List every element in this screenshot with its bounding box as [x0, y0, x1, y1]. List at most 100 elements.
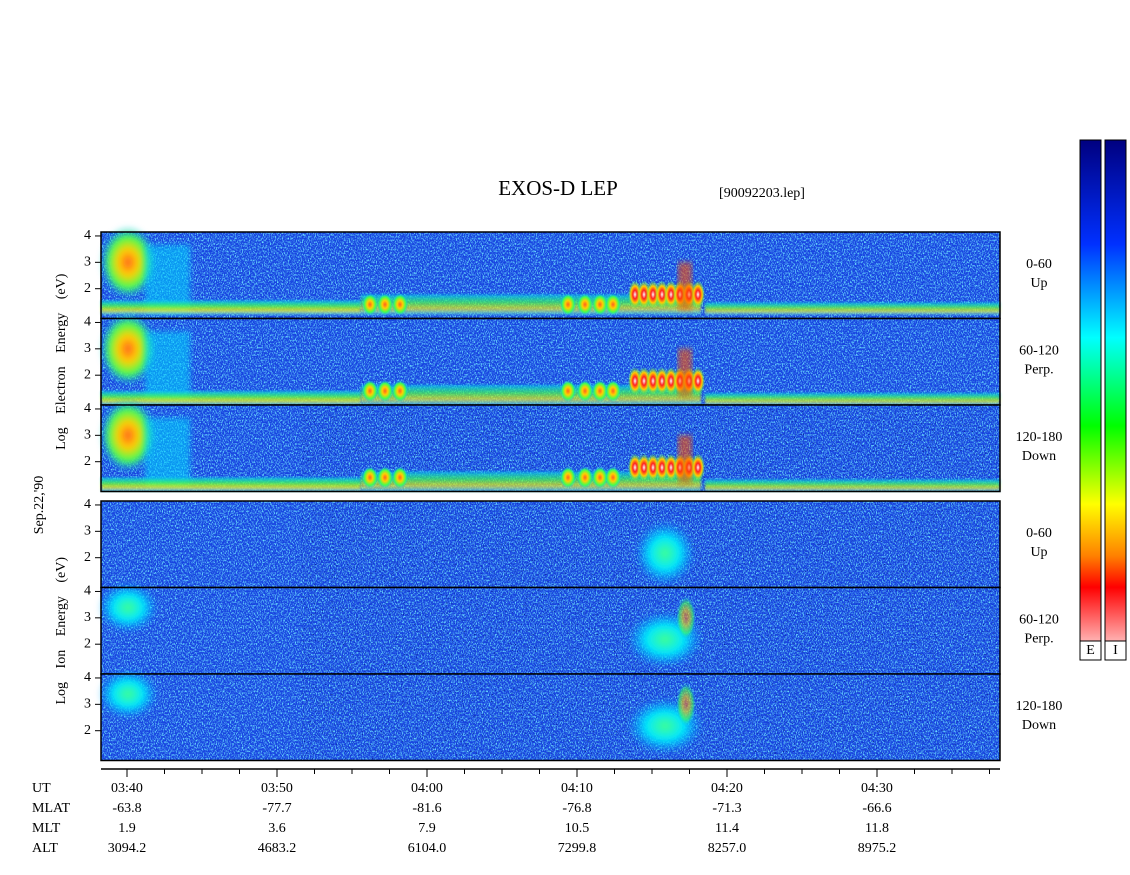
y-tick-label: 3 [84, 610, 91, 625]
feature [362, 380, 378, 402]
y-tick-label: 4 [84, 315, 91, 330]
feature [605, 466, 621, 489]
y-tick-label: 3 [84, 524, 91, 539]
feature [577, 293, 593, 316]
feature [377, 293, 393, 316]
file-label: [90092203.lep] [719, 186, 805, 201]
row-value: -63.8 [112, 801, 141, 816]
row-value: 04:10 [561, 781, 593, 796]
channel-label: 120-180 [1016, 699, 1063, 714]
y-tick-label: 4 [84, 228, 91, 243]
row-value: -66.6 [862, 801, 891, 816]
y-tick-label: 3 [84, 341, 91, 356]
row-value: 11.8 [865, 821, 889, 836]
feature [560, 466, 576, 489]
row-value: 04:30 [861, 781, 893, 796]
y-tick-label: 4 [84, 401, 91, 416]
feature [98, 582, 158, 633]
channel-sublabel: Down [1022, 718, 1056, 733]
row-value: 03:40 [111, 781, 143, 796]
feature [592, 380, 608, 402]
panel-frame [100, 673, 1001, 762]
feature [577, 466, 593, 489]
row-label: UT [32, 781, 51, 796]
colorbar-label: I [1113, 643, 1118, 658]
channel-label: 120-180 [1016, 430, 1063, 445]
feature [101, 300, 361, 315]
row-value: 7.9 [418, 821, 436, 836]
feature [377, 466, 393, 489]
spectrogram-texture [100, 398, 1000, 492]
group-ylabel: Log Ion Energy (eV) [54, 557, 69, 705]
row-value: 11.4 [715, 821, 739, 836]
y-tick-label: 4 [84, 497, 91, 512]
feature [678, 435, 692, 483]
y-tick-label: 2 [84, 723, 91, 738]
feature [101, 391, 361, 405]
spectrogram-texture [98, 669, 703, 754]
spectrogram-texture [635, 521, 695, 586]
row-value: 3.6 [268, 821, 286, 836]
channel-label: 0-60 [1026, 526, 1052, 541]
channel-label: 60-120 [1019, 613, 1059, 628]
colorbar [1079, 139, 1102, 661]
panel-frame [100, 404, 1001, 493]
row-value: 8975.2 [858, 841, 897, 856]
group-ylabel: Log Electron Energy (eV) [54, 273, 69, 450]
feature [145, 331, 190, 401]
feature [362, 466, 378, 489]
feature [98, 669, 158, 719]
spectrogram-texture [100, 312, 1000, 405]
y-tick-label: 3 [84, 697, 91, 712]
row-value: 1.9 [118, 821, 136, 836]
channel-sublabel: Up [1030, 545, 1047, 560]
spectrogram-texture [100, 225, 1000, 316]
row-value: 04:00 [411, 781, 443, 796]
feature [145, 417, 190, 488]
feature [691, 280, 705, 309]
y-tick-label: 2 [84, 454, 91, 469]
feature [676, 595, 696, 640]
feature [377, 380, 393, 402]
y-tick-label: 3 [84, 428, 91, 443]
feature [705, 393, 1000, 405]
chart-title: EXOS-D LEP [498, 176, 618, 200]
colorbar-label: E [1086, 643, 1095, 658]
y-tick-label: 4 [84, 670, 91, 685]
channel-sublabel: Perp. [1024, 363, 1053, 378]
channel-sublabel: Up [1030, 276, 1047, 291]
feature [605, 293, 621, 316]
feature [635, 521, 695, 586]
colorbar [1104, 139, 1127, 661]
feature [592, 466, 608, 489]
feature [392, 293, 408, 316]
colorbar-label-box [1079, 640, 1102, 661]
row-value: 10.5 [565, 821, 590, 836]
channel-label: 0-60 [1026, 257, 1052, 272]
row-value: 8257.0 [708, 841, 747, 856]
feature [705, 302, 1000, 315]
feature [101, 477, 361, 492]
feature [100, 225, 156, 299]
feature [100, 312, 156, 386]
feature [577, 380, 593, 402]
feature [560, 293, 576, 316]
y-tick-label: 4 [84, 584, 91, 599]
row-value: -76.8 [562, 801, 591, 816]
feature [605, 380, 621, 402]
feature [678, 348, 692, 397]
y-tick-label: 2 [84, 550, 91, 565]
row-value: 4683.2 [258, 841, 297, 856]
channel-label: 60-120 [1019, 344, 1059, 359]
spectrogram-texture [98, 582, 703, 668]
row-label: ALT [32, 841, 58, 856]
row-value: 04:20 [711, 781, 743, 796]
row-value: 6104.0 [408, 841, 447, 856]
date-label: Sep.22,'90 [32, 476, 47, 535]
row-label: MLAT [32, 801, 71, 816]
feature [678, 262, 692, 310]
feature [691, 453, 705, 482]
row-value: 03:50 [261, 781, 293, 796]
